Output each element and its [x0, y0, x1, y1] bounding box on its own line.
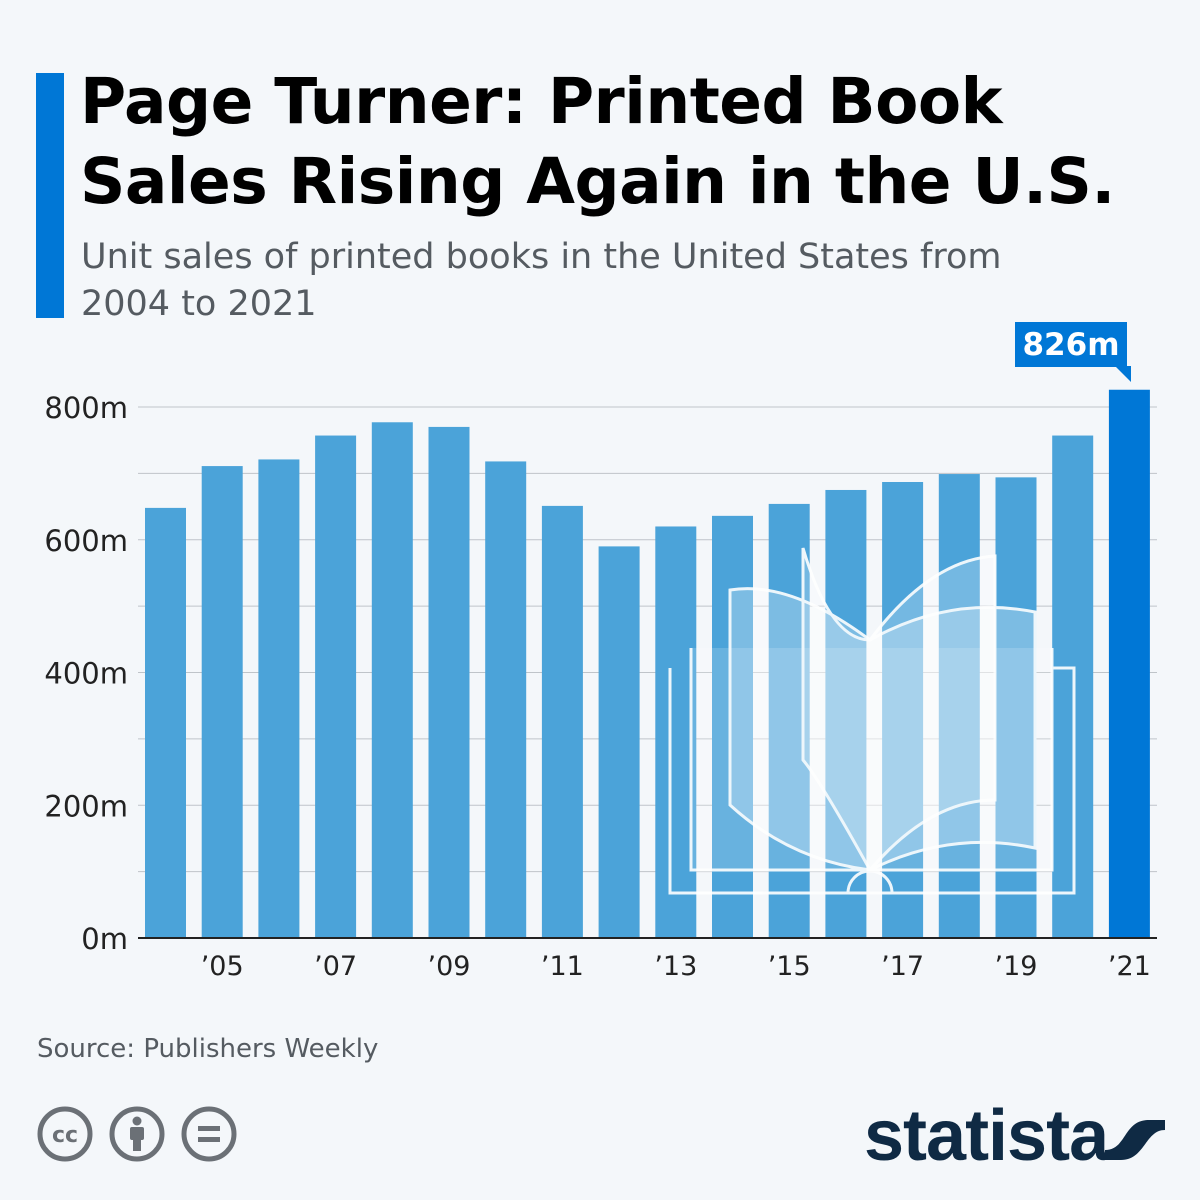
bar-2006 — [258, 459, 300, 938]
x-tick-label: ’11 — [541, 951, 584, 982]
bar-2021 — [1108, 389, 1150, 938]
annotation-label: 826m — [1022, 327, 1119, 363]
statista-logo-icon — [1105, 1106, 1165, 1164]
bar-2019 — [995, 477, 1037, 938]
x-tick-label: ’15 — [768, 951, 811, 982]
annotation-box — [1015, 322, 1127, 367]
x-tick-label: ’07 — [314, 951, 357, 982]
bar-2004 — [145, 507, 186, 938]
bar-2008 — [371, 422, 413, 938]
x-tick-label: ’19 — [995, 951, 1038, 982]
attribution-icon[interactable] — [109, 1106, 165, 1162]
book-illustration — [668, 547, 1076, 895]
cc-icon[interactable]: cc — [37, 1106, 93, 1162]
bar-2010 — [485, 461, 527, 938]
no-derivatives-icon[interactable] — [181, 1106, 237, 1162]
statista-logo[interactable]: statista — [864, 1096, 1109, 1176]
source-note: Source: Publishers Weekly — [37, 1034, 379, 1064]
x-tick-label: ’17 — [881, 951, 924, 982]
accent-bar — [36, 73, 64, 318]
bar-2012 — [598, 546, 640, 938]
bar-2014 — [712, 515, 753, 938]
highlight-annotation: 826m — [1015, 322, 1131, 382]
x-tick-label: ’09 — [428, 951, 471, 982]
x-tick-label: ’05 — [201, 951, 244, 982]
annotation-pointer — [1115, 366, 1131, 382]
bar-2007 — [315, 435, 357, 938]
y-tick-label: 400m — [44, 657, 128, 691]
y-tick-label: 800m — [44, 391, 128, 425]
svg-text:cc: cc — [52, 1123, 78, 1148]
bar-2009 — [428, 426, 470, 938]
chart-subtitle: Unit sales of printed books in the Unite… — [81, 237, 1002, 324]
y-tick-label: 200m — [44, 789, 128, 823]
x-tick-label: ’13 — [654, 951, 697, 982]
y-tick-label: 0m — [81, 922, 128, 956]
bar-2018 — [938, 474, 980, 938]
bar-2005 — [201, 466, 243, 938]
y-tick-label: 600m — [44, 524, 128, 558]
chart-title: Page Turner: Printed Book Sales Rising A… — [80, 65, 1115, 218]
bar-2013 — [655, 526, 697, 938]
x-tick-label: ’21 — [1108, 951, 1151, 982]
bar-2011 — [541, 505, 583, 938]
